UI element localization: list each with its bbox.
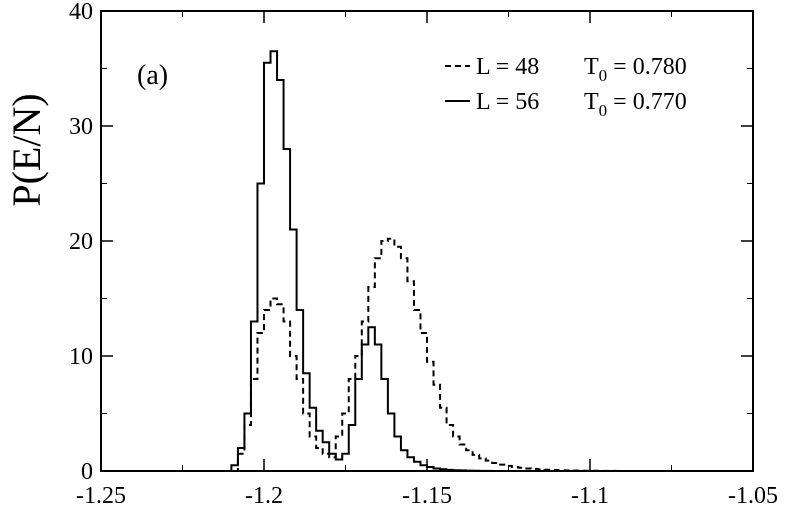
y-tick-label: 40 <box>69 0 93 25</box>
legend: L = 48 T0 = 0.780 L = 56 T0 = 0.770 <box>445 54 687 120</box>
panel-label: (a) <box>137 60 168 91</box>
axis-ticks <box>100 10 754 472</box>
axis-tick-labels: -1.25 -1.2 -1.15 -1.1 -1.05 0 10 20 30 40 <box>69 0 778 507</box>
legend-label-T56: T0 = 0.770 <box>584 89 687 120</box>
legend-label-L56: L = 56 <box>476 89 539 115</box>
series-line-dashed <box>224 237 675 472</box>
y-tick-label: 30 <box>69 114 93 140</box>
y-tick-label: 20 <box>69 229 93 255</box>
plot-frame <box>100 10 754 472</box>
x-tick-label: -1.2 <box>245 483 283 507</box>
series-group <box>224 50 675 472</box>
legend-label-T48: T0 = 0.780 <box>584 54 687 85</box>
series-line-solid <box>224 50 675 472</box>
x-tick-label: -1.25 <box>76 483 126 507</box>
x-tick-label: -1.15 <box>402 483 452 507</box>
y-axis-label: P(E/N) <box>4 93 49 206</box>
y-tick-label: 0 <box>81 459 93 485</box>
x-tick-label: -1.05 <box>728 483 778 507</box>
y-tick-label: 10 <box>69 344 93 370</box>
legend-label-L48: L = 48 <box>476 54 539 80</box>
x-tick-label: -1.1 <box>571 483 609 507</box>
plot-border <box>100 10 754 472</box>
